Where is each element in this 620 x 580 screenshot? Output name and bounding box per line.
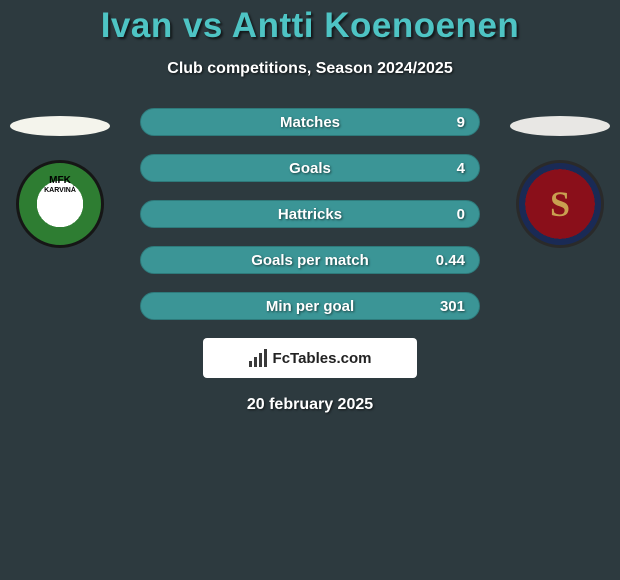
- left-club-badge: [16, 160, 104, 248]
- stat-label: Goals per match: [141, 247, 479, 274]
- stat-label: Hattricks: [141, 201, 479, 228]
- stat-label: Min per goal: [141, 293, 479, 320]
- stat-bar-goals: Goals 4: [140, 154, 480, 182]
- stat-bar-min-per-goal: Min per goal 301: [140, 292, 480, 320]
- stat-label: Goals: [141, 155, 479, 182]
- brand-tag: FcTables.com: [203, 338, 417, 378]
- brand-text: FcTables.com: [273, 350, 372, 367]
- stat-bars: Matches 9 Goals 4 Hattricks 0 Goals per …: [140, 108, 480, 320]
- right-player-column: S: [500, 108, 620, 248]
- stat-value: 9: [457, 109, 465, 136]
- stat-bar-goals-per-match: Goals per match 0.44: [140, 246, 480, 274]
- stat-value: 0: [457, 201, 465, 228]
- stat-value: 4: [457, 155, 465, 182]
- bar-chart-icon: [249, 349, 267, 367]
- right-club-badge-letter: S: [550, 183, 570, 225]
- page-title: Ivan vs Antti Koenoenen: [0, 0, 620, 46]
- stat-value: 0.44: [436, 247, 465, 274]
- stat-value: 301: [440, 293, 465, 320]
- right-player-silhouette: [510, 116, 610, 136]
- stat-label: Matches: [141, 109, 479, 136]
- stat-bar-matches: Matches 9: [140, 108, 480, 136]
- left-player-silhouette: [10, 116, 110, 136]
- comparison-area: S Matches 9 Goals 4 Hattricks 0 Goals pe…: [0, 108, 620, 414]
- left-player-column: [0, 108, 120, 248]
- footer-date: 20 february 2025: [0, 396, 620, 414]
- page-subtitle: Club competitions, Season 2024/2025: [0, 60, 620, 78]
- stat-bar-hattricks: Hattricks 0: [140, 200, 480, 228]
- right-club-badge: S: [516, 160, 604, 248]
